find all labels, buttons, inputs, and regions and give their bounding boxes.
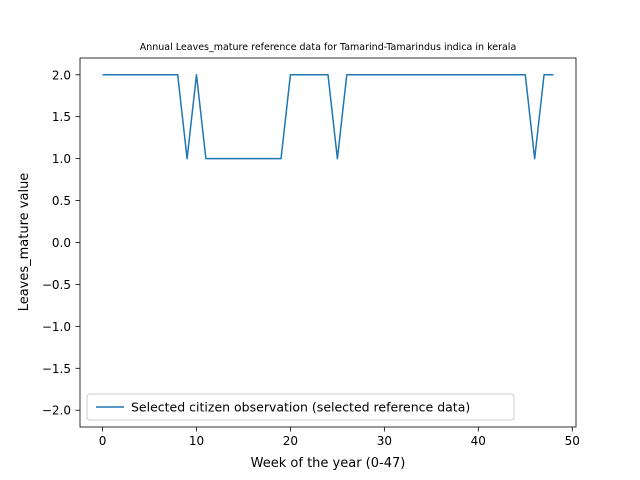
y-tick-label: −1.0 [42, 320, 71, 334]
x-tick-label: 0 [99, 434, 107, 448]
x-axis-label: Week of the year (0-47) [251, 456, 406, 471]
y-tick-label: 1.5 [52, 110, 71, 124]
y-tick-label: −1.5 [42, 362, 71, 376]
axes: 0 10 20 30 40 50 2.0 1.5 1.0 0.5 0.0 −0.5 −1.0 −1.5 −2… [42, 57, 580, 448]
x-tick-label: 50 [565, 434, 580, 448]
legend: Selected citizen observation (selected r… [86, 393, 515, 421]
plot-area [102, 74, 554, 160]
y-axis-label: Leaves_mature value [17, 173, 32, 312]
series-line-0 [102, 74, 554, 160]
x-tick-label: 30 [377, 434, 392, 448]
y-tick-label: 0.0 [52, 236, 71, 250]
y-tick-label: 2.0 [52, 68, 71, 82]
y-tick-label: −2.0 [42, 404, 71, 418]
y-tick-label: 0.5 [52, 194, 71, 208]
x-tick-label: 20 [283, 434, 298, 448]
y-tick-label: 1.0 [52, 152, 71, 166]
x-tick-label: 10 [189, 434, 204, 448]
legend-box [86, 393, 515, 421]
legend-entry-label: Selected citizen observation (selected r… [131, 400, 470, 415]
chart-title: Annual Leaves_mature reference data for … [140, 42, 517, 53]
y-tick-label: −0.5 [42, 278, 71, 292]
x-tick-label: 40 [471, 434, 486, 448]
